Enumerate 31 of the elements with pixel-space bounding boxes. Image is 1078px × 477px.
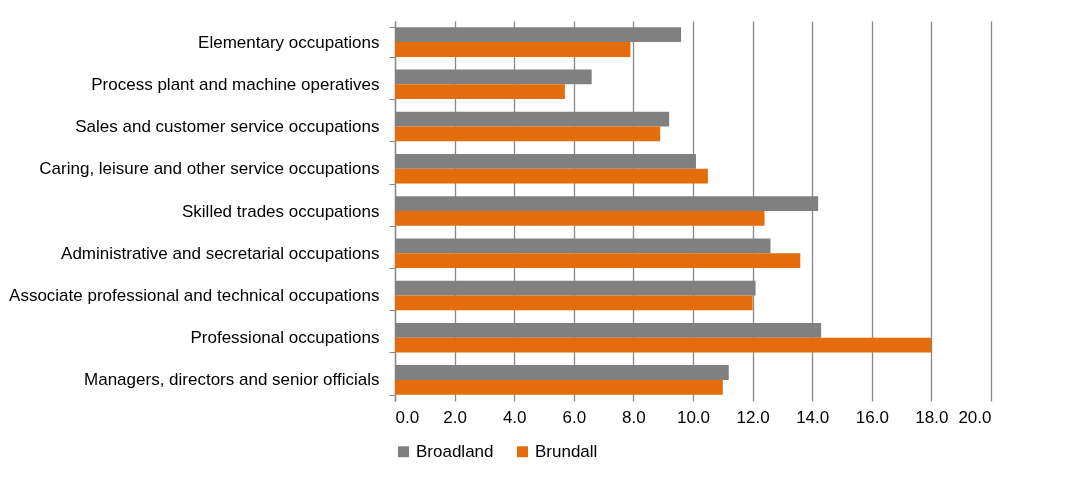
bar <box>395 379 723 395</box>
bar <box>395 84 565 100</box>
y-tick-label: Managers, directors and senior officials <box>84 370 380 390</box>
y-tick-label: Elementary occupations <box>198 32 380 52</box>
x-tick-label: 20.0 <box>958 407 992 427</box>
x-tick-label: 16.0 <box>855 407 889 427</box>
x-tick-label: 0.0 <box>395 407 420 427</box>
y-tick-label: Associate professional and technical occupations <box>9 285 380 305</box>
legend-label: Brundall <box>535 441 598 461</box>
x-tick-label: 6.0 <box>562 407 587 427</box>
bar <box>395 253 801 268</box>
x-tick-label: 12.0 <box>736 407 770 427</box>
x-tick-label: 4.0 <box>502 407 527 427</box>
y-tick-label: Caring, leisure and other service occupations <box>39 159 380 179</box>
x-tick-label: 8.0 <box>622 407 646 427</box>
y-tick-label: Process plant and machine operatives <box>91 74 380 94</box>
bar <box>395 295 753 311</box>
bar <box>395 126 661 142</box>
y-tick-label: Sales and customer service occupations <box>75 117 380 137</box>
bar <box>395 168 708 184</box>
y-tick-label: Administrative and secretarial occupations <box>61 243 380 263</box>
bar <box>395 42 631 57</box>
x-tick-label: 2.0 <box>443 407 467 427</box>
y-tick-label: Skilled trades occupations <box>181 201 380 221</box>
x-tick-label: 10.0 <box>676 407 711 427</box>
legend-label: Broadland <box>416 441 494 461</box>
x-tick-label: 14.0 <box>796 407 830 427</box>
y-tick-label: Professional occupations <box>190 328 380 348</box>
x-tick-label: 18.0 <box>915 407 949 427</box>
bar <box>395 211 765 226</box>
bar <box>395 337 932 353</box>
